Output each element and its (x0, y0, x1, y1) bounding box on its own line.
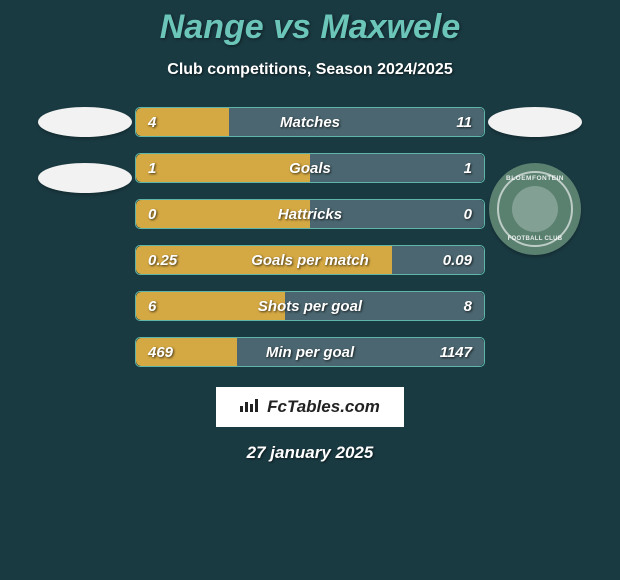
bar-left (136, 154, 310, 182)
club-badge-inner: BLOEMFONTEIN FOOTBALL CLUB (497, 171, 573, 247)
stat-rows: 411Matches11Goals00Hattricks0.250.09Goal… (135, 107, 485, 367)
stat-label: Goals (289, 160, 331, 177)
stat-label: Hattricks (278, 206, 342, 223)
fctables-logo: FcTables.com (216, 387, 404, 427)
bar-right (229, 108, 484, 136)
stat-row: 6 8 Shots per goal (135, 291, 485, 321)
value-left: 0.25 (148, 252, 177, 269)
player-placeholder (488, 107, 582, 137)
value-left: 4 (148, 114, 156, 131)
stat-label: Min per goal (266, 344, 354, 361)
value-right: 0.09 (443, 252, 472, 269)
date-text: 27 january 2025 (247, 443, 374, 463)
stat-row: 0 0 Hattricks (135, 199, 485, 229)
value-left: 1 (148, 160, 156, 177)
badge-center-icon (512, 186, 558, 232)
value-right: 11 (456, 114, 472, 131)
stats-area: 411Matches11Goals00Hattricks0.250.09Goal… (0, 107, 620, 367)
right-side: BLOEMFONTEIN FOOTBALL CLUB (485, 107, 585, 255)
stat-row: 4 11 Matches (135, 107, 485, 137)
stat-label: Shots per goal (258, 298, 362, 315)
bar-right (310, 154, 484, 182)
logo-text: FcTables.com (267, 397, 380, 417)
stat-row: 0.25 0.09 Goals per match (135, 245, 485, 275)
stat-row: 1 1 Goals (135, 153, 485, 183)
value-right: 1 (464, 160, 472, 177)
value-left: 469 (148, 344, 173, 361)
value-right: 0 (464, 206, 472, 223)
page-title: Nange vs Maxwele (160, 8, 460, 47)
stat-label: Goals per match (251, 252, 369, 269)
subtitle: Club competitions, Season 2024/2025 (167, 61, 452, 79)
value-right: 8 (464, 298, 472, 315)
stat-label: Matches (280, 114, 340, 131)
club-placeholder (38, 163, 132, 193)
badge-text-bottom: FOOTBALL CLUB (499, 236, 571, 242)
player-placeholder (38, 107, 132, 137)
badge-text-top: BLOEMFONTEIN (499, 176, 571, 183)
left-side (35, 107, 135, 193)
club-badge: BLOEMFONTEIN FOOTBALL CLUB (489, 163, 581, 255)
value-left: 6 (148, 298, 156, 315)
value-right: 1147 (440, 344, 472, 361)
content-wrapper: Nange vs Maxwele Club competitions, Seas… (0, 0, 620, 580)
stat-row: 469 1147 Min per goal (135, 337, 485, 367)
bars-icon (240, 397, 258, 417)
value-left: 0 (148, 206, 156, 223)
